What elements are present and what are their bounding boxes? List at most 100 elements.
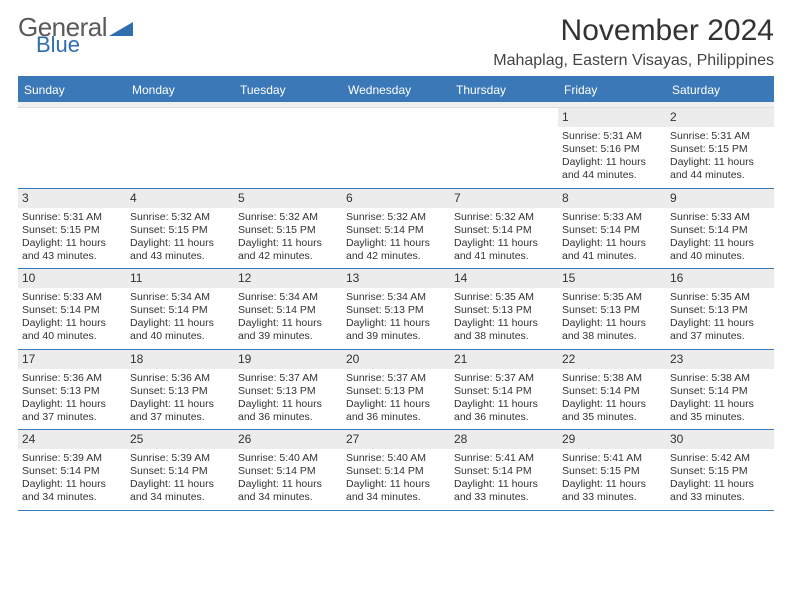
sunrise-text: Sunrise: 5:37 AM [238, 372, 338, 385]
title-block: November 2024 Mahaplag, Eastern Visayas,… [493, 14, 774, 70]
logo: General Blue [18, 14, 133, 56]
day-number: 22 [558, 350, 666, 369]
calendar-cell: 30Sunrise: 5:42 AMSunset: 5:15 PMDayligh… [666, 430, 774, 510]
sunrise-text: Sunrise: 5:31 AM [22, 211, 122, 224]
sunrise-text: Sunrise: 5:31 AM [562, 130, 662, 143]
sunrise-text: Sunrise: 5:36 AM [130, 372, 230, 385]
day-number: 10 [18, 269, 126, 288]
logo-text-blue: Blue [36, 34, 133, 56]
sunset-text: Sunset: 5:13 PM [670, 304, 770, 317]
daylight-text: Daylight: 11 hours and 34 minutes. [22, 478, 122, 504]
sunrise-text: Sunrise: 5:40 AM [238, 452, 338, 465]
day-header: Thursday [450, 78, 558, 102]
calendar-cell: 11 Sunrise: 5:34 AMSunset: 5:14 PMDayligh… [126, 269, 234, 349]
sunset-text: Sunset: 5:14 PM [454, 465, 554, 478]
day-number: 21 [450, 350, 558, 369]
calendar-cell: 22Sunrise: 5:38 AMSunset: 5:14 PMDayligh… [558, 350, 666, 430]
day-number: 18 [126, 350, 234, 369]
daylight-text: Daylight: 11 hours and 33 minutes. [670, 478, 770, 504]
daylight-text: Daylight: 11 hours and 33 minutes. [454, 478, 554, 504]
day-header: Tuesday [234, 78, 342, 102]
daylight-text: Daylight: 11 hours and 40 minutes. [670, 237, 770, 263]
calendar-week: .....1Sunrise: 5:31 AMSunset: 5:16 PMDay… [18, 108, 774, 189]
sunset-text: Sunset: 5:14 PM [238, 465, 338, 478]
calendar-cell: 27Sunrise: 5:40 AMSunset: 5:14 PMDayligh… [342, 430, 450, 510]
calendar-cell: 17Sunrise: 5:36 AMSunset: 5:13 PMDayligh… [18, 350, 126, 430]
calendar-week: 17Sunrise: 5:36 AMSunset: 5:13 PMDayligh… [18, 350, 774, 431]
sunset-text: Sunset: 5:14 PM [130, 465, 230, 478]
calendar-cell: 29Sunrise: 5:41 AMSunset: 5:15 PMDayligh… [558, 430, 666, 510]
sunrise-text: Sunrise: 5:38 AM [562, 372, 662, 385]
daylight-text: Daylight: 11 hours and 35 minutes. [670, 398, 770, 424]
calendar-cell: 9Sunrise: 5:33 AMSunset: 5:14 PMDaylight… [666, 189, 774, 269]
sunrise-text: Sunrise: 5:40 AM [346, 452, 446, 465]
calendar-cell: 4Sunrise: 5:32 AMSunset: 5:15 PMDaylight… [126, 189, 234, 269]
calendar-week: 10Sunrise: 5:33 AMSunset: 5:14 PMDayligh… [18, 269, 774, 350]
sunrise-text: Sunrise: 5:35 AM [670, 291, 770, 304]
day-number: 11 [126, 269, 234, 288]
day-number: 23 [666, 350, 774, 369]
page-header: General Blue November 2024 Mahaplag, Eas… [18, 14, 774, 70]
daylight-text: Daylight: 11 hours and 41 minutes. [454, 237, 554, 263]
day-header: Sunday [18, 78, 126, 102]
day-number: 9 [666, 189, 774, 208]
sunset-text: Sunset: 5:13 PM [130, 385, 230, 398]
sunset-text: Sunset: 5:13 PM [346, 385, 446, 398]
day-number: 19 [234, 350, 342, 369]
day-number: 26 [234, 430, 342, 449]
daylight-text: Daylight: 11 hours and 37 minutes. [670, 317, 770, 343]
day-number: 16 [666, 269, 774, 288]
sunset-text: Sunset: 5:13 PM [238, 385, 338, 398]
daylight-text: Daylight: 11 hours and 41 minutes. [562, 237, 662, 263]
sunset-text: Sunset: 5:14 PM [346, 224, 446, 237]
sunset-text: Sunset: 5:15 PM [562, 465, 662, 478]
calendar-cell: 7Sunrise: 5:32 AMSunset: 5:14 PMDaylight… [450, 189, 558, 269]
day-header: Saturday [666, 78, 774, 102]
sunset-text: Sunset: 5:15 PM [22, 224, 122, 237]
calendar-cell: 20Sunrise: 5:37 AMSunset: 5:13 PMDayligh… [342, 350, 450, 430]
sunset-text: Sunset: 5:14 PM [130, 304, 230, 317]
calendar-cell: 8Sunrise: 5:33 AMSunset: 5:14 PMDaylight… [558, 189, 666, 269]
sunrise-text: Sunrise: 5:37 AM [346, 372, 446, 385]
daylight-text: Daylight: 11 hours and 40 minutes. [130, 317, 230, 343]
calendar-cell: 15Sunrise: 5:35 AMSunset: 5:13 PMDayligh… [558, 269, 666, 349]
calendar-cell: 19Sunrise: 5:37 AMSunset: 5:13 PMDayligh… [234, 350, 342, 430]
sunrise-text: Sunrise: 5:36 AM [22, 372, 122, 385]
sunset-text: Sunset: 5:13 PM [346, 304, 446, 317]
daylight-text: Daylight: 11 hours and 43 minutes. [22, 237, 122, 263]
sunrise-text: Sunrise: 5:34 AM [130, 291, 230, 304]
calendar-cell: 18 Sunrise: 5:36 AMSunset: 5:13 PMDayligh… [126, 350, 234, 430]
calendar-cell: . [234, 108, 342, 188]
day-number: 25 [126, 430, 234, 449]
daylight-text: Daylight: 11 hours and 42 minutes. [346, 237, 446, 263]
daylight-text: Daylight: 11 hours and 40 minutes. [22, 317, 122, 343]
day-number: 12 [234, 269, 342, 288]
calendar-cell: 3Sunrise: 5:31 AMSunset: 5:15 PMDaylight… [18, 189, 126, 269]
sunset-text: Sunset: 5:14 PM [562, 224, 662, 237]
day-number: 14 [450, 269, 558, 288]
sunrise-text: Sunrise: 5:34 AM [238, 291, 338, 304]
sunset-text: Sunset: 5:15 PM [238, 224, 338, 237]
sunrise-text: Sunrise: 5:32 AM [238, 211, 338, 224]
daylight-text: Daylight: 11 hours and 39 minutes. [346, 317, 446, 343]
sunrise-text: Sunrise: 5:41 AM [454, 452, 554, 465]
day-header: Wednesday [342, 78, 450, 102]
calendar-week: 3Sunrise: 5:31 AMSunset: 5:15 PMDaylight… [18, 189, 774, 270]
sunset-text: Sunset: 5:14 PM [454, 385, 554, 398]
weeks-container: .....1Sunrise: 5:31 AMSunset: 5:16 PMDay… [18, 108, 774, 511]
day-number: 24 [18, 430, 126, 449]
sunset-text: Sunset: 5:14 PM [22, 304, 122, 317]
calendar-cell: 2Sunrise: 5:31 AMSunset: 5:15 PMDaylight… [666, 108, 774, 188]
day-header-row: Sunday Monday Tuesday Wednesday Thursday… [18, 78, 774, 102]
daylight-text: Daylight: 11 hours and 38 minutes. [562, 317, 662, 343]
calendar-cell: 14Sunrise: 5:35 AMSunset: 5:13 PMDayligh… [450, 269, 558, 349]
sunrise-text: Sunrise: 5:38 AM [670, 372, 770, 385]
daylight-text: Daylight: 11 hours and 42 minutes. [238, 237, 338, 263]
day-number: 8 [558, 189, 666, 208]
day-number: 13 [342, 269, 450, 288]
sunset-text: Sunset: 5:15 PM [670, 465, 770, 478]
daylight-text: Daylight: 11 hours and 37 minutes. [130, 398, 230, 424]
day-number: 5 [234, 189, 342, 208]
daylight-text: Daylight: 11 hours and 36 minutes. [346, 398, 446, 424]
calendar-week: 24Sunrise: 5:39 AMSunset: 5:14 PMDayligh… [18, 430, 774, 511]
